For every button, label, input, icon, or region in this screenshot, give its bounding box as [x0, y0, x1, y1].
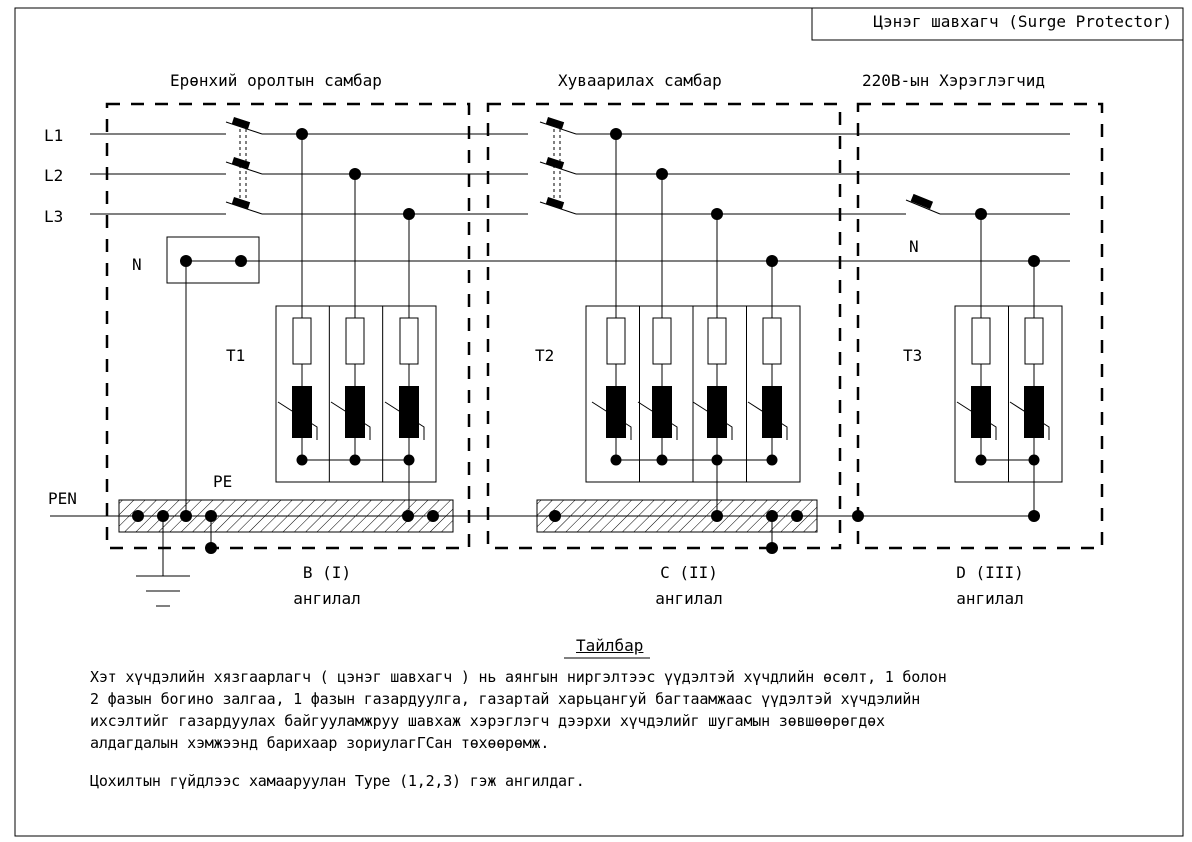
panel-box-distribution: [486, 102, 842, 550]
fuse-element: [707, 317, 727, 365]
varistor-element: [399, 386, 419, 438]
junction-dot: [296, 128, 308, 140]
note-line-2: 2 фазын богино залгаа, 1 фазын газардуул…: [90, 690, 921, 708]
device-label-t1: T1: [226, 346, 245, 365]
label-pen: PEN: [48, 489, 77, 508]
breaker-main: [225, 117, 263, 215]
fuse-element: [399, 317, 419, 365]
fuse-element: [762, 317, 782, 365]
label-l3: L3: [44, 207, 63, 226]
device-label-t3: T3: [903, 346, 922, 365]
fuse-element: [971, 317, 991, 365]
surge-protector-devices: [275, 128, 1063, 516]
pe-bar-main: [118, 499, 454, 533]
fuse-element: [292, 317, 312, 365]
fuse-element: [1024, 317, 1044, 365]
note-footer: Цохилтын гүйдлээс хамааруулан Type (1,2,…: [90, 772, 585, 790]
panel-title-main: Ерөнхий оролтын самбар: [170, 71, 382, 90]
varistor-element: [707, 386, 727, 438]
fuse-element: [345, 317, 365, 365]
junction-dot: [766, 255, 778, 267]
panel-title-distribution: Хуваарилах самбар: [558, 71, 722, 90]
junction-dot: [656, 168, 668, 180]
panel-boxes: [105, 102, 1104, 550]
label-l2: L2: [44, 166, 63, 185]
label-pe: PE: [213, 472, 232, 491]
panel-box-consumer: [856, 102, 1104, 550]
outer-frame: [14, 7, 1184, 837]
junction-dot: [349, 168, 361, 180]
category-main: B (I): [303, 563, 351, 582]
junction-dot: [610, 128, 622, 140]
label-n: N: [132, 255, 142, 274]
note-line-4: алдагдалын хэмжээнд барихаар зориулагГСа…: [90, 734, 550, 752]
fuse-element: [606, 317, 626, 365]
device-label-t2: T2: [535, 346, 554, 365]
category-consumer: D (III): [956, 563, 1023, 582]
category-word-distribution: ангилал: [655, 589, 722, 608]
junction-dot: [711, 208, 723, 220]
panel-box-main: [105, 102, 471, 550]
breaker-distribution: [539, 117, 577, 215]
category-distribution: C (II): [660, 563, 718, 582]
junction-dots: [132, 255, 1040, 554]
category-word-consumer: ангилал: [956, 589, 1023, 608]
note-title: Тайлбар: [576, 636, 644, 655]
spd-frame: [275, 305, 437, 483]
header-title: Цэнэг шавхагч (Surge Protector): [873, 12, 1172, 31]
varistor-element: [292, 386, 312, 438]
varistor-element: [345, 386, 365, 438]
varistor-element: [606, 386, 626, 438]
note-line-3: ихсэлтийг газардуулах байгууламжруу шавх…: [90, 712, 885, 730]
panel-title-consumer: 220В-ын Хэрэглэгчид: [862, 71, 1045, 90]
varistor-element: [1024, 386, 1044, 438]
category-word-main: ангилал: [293, 589, 360, 608]
note-line-1: Хэт хүчдэлийн хязгаарлагч ( цэнэг шавхаг…: [90, 668, 947, 686]
fuse-element: [652, 317, 672, 365]
label-l1: L1: [44, 126, 63, 145]
junction-dot: [1028, 255, 1040, 267]
breaker-consumer: [905, 193, 941, 215]
varistor-element: [971, 386, 991, 438]
junction-dot: [975, 208, 987, 220]
breakers: [225, 117, 941, 215]
varistor-element: [652, 386, 672, 438]
label-n-consumer: N: [909, 237, 919, 256]
title-box: [811, 8, 1183, 41]
varistor-element: [762, 386, 782, 438]
junction-dot: [403, 208, 415, 220]
